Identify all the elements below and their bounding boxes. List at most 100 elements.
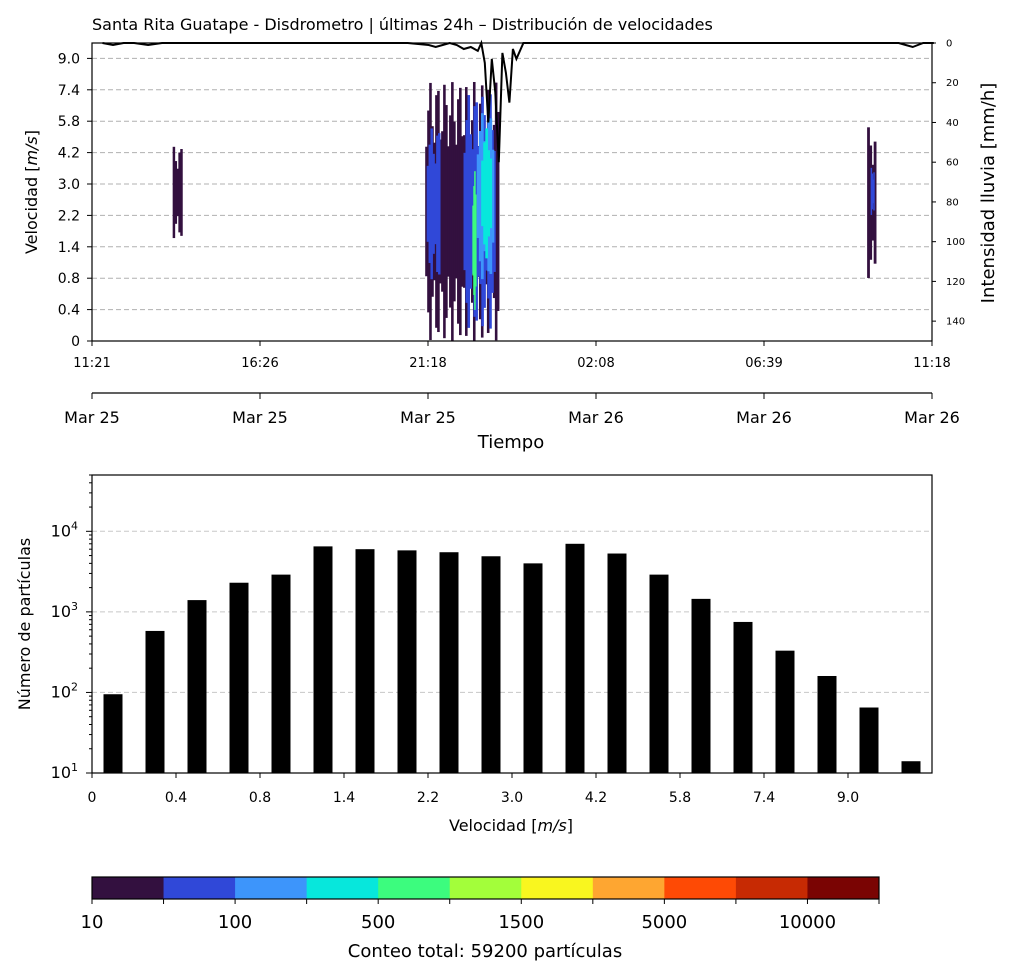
histogram-x-ticks: 0 0.4 0.8 1.4 2.2 3.0 4.2 5.8 7.4 9.0 <box>88 773 859 806</box>
date-axis-ticks: Mar 25 Mar 25 Mar 25 Mar 26 Mar 26 Mar 26 <box>64 393 960 427</box>
histogram-bar <box>187 600 207 773</box>
heatmap-y-tick-label: 3.0 <box>58 177 80 193</box>
heatmap-y-tick-label: 2.2 <box>58 208 80 224</box>
colorbar-label: Conteo total: 59200 partículas <box>348 941 622 962</box>
date-axis-tick-label: Mar 26 <box>736 408 792 427</box>
histogram-x-tick-label: 1.4 <box>333 790 355 806</box>
heatmap-cell <box>489 158 493 229</box>
histogram-y-tick-label: 101 <box>51 761 78 782</box>
colorbar-swatch <box>92 877 165 899</box>
heatmap-plot-area <box>92 43 932 341</box>
rain-axis-ticks: 0 20 40 60 80 100 120 140 <box>932 39 965 328</box>
heatmap-cell <box>436 135 439 273</box>
heatmap-cell <box>463 152 467 271</box>
histogram-plot-area <box>92 475 932 773</box>
histogram-x-tick-label: 0.4 <box>165 790 187 806</box>
histogram-y-tick-label: 102 <box>51 680 78 701</box>
heatmap-cell <box>491 149 495 243</box>
date-axis-tick-label: Mar 26 <box>904 408 960 427</box>
colorbar-swatch <box>235 877 308 899</box>
rain-axis-label: Intensidad lluvia [mm/h] <box>978 83 999 304</box>
rain-axis-tick-label: 0 <box>946 39 952 50</box>
colorbar-ticks: 10 100 500 1500 5000 10000 <box>81 899 880 933</box>
heatmap-cell <box>467 95 471 328</box>
heatmap-y-tick-label: 1.4 <box>58 240 80 256</box>
heatmap-cell <box>174 161 178 224</box>
heatmap-cell <box>172 146 176 239</box>
heatmap-cell <box>870 167 873 215</box>
heatmap-cell <box>475 102 478 321</box>
heatmap-cell <box>487 150 491 237</box>
exp-power: 3 <box>71 600 78 613</box>
rain-axis-tick-label: 60 <box>946 158 959 169</box>
heatmap-cell <box>176 168 179 217</box>
heatmap-cell <box>434 163 437 245</box>
heatmap-cell <box>496 111 500 311</box>
histogram-y-tick-label: 104 <box>51 519 78 540</box>
heatmap-cells <box>172 81 877 341</box>
heatmap-cell <box>449 115 452 308</box>
heatmap-cell <box>432 153 435 254</box>
heatmap-cell <box>465 120 469 303</box>
heatmap-cell <box>873 141 877 264</box>
rain-axis-tick-label: 80 <box>946 197 959 208</box>
exp-base: 10 <box>51 763 71 782</box>
histogram-x-tick-label: 9.0 <box>837 790 859 806</box>
colorbar-swatches <box>92 877 880 899</box>
histogram-x-tick-label: 0.8 <box>249 790 271 806</box>
heatmap-y-tick-label: 4.2 <box>58 146 80 162</box>
colorbar: 10 100 500 1500 5000 10000 Conteo total: 5920… <box>81 876 880 962</box>
heatmap-cell <box>445 105 448 318</box>
heatmap-cell <box>475 194 477 287</box>
histogram-bar <box>271 574 291 773</box>
chart-title: Santa Rita Guatape - Disdrometro | últim… <box>92 15 713 34</box>
heatmap-cell <box>474 171 476 310</box>
histogram-bar <box>313 546 333 773</box>
colorbar-swatch <box>735 877 808 899</box>
heatmap-cell <box>428 144 432 263</box>
heatmap-cell <box>425 146 428 277</box>
histogram-bar <box>817 675 837 773</box>
colorbar-swatch <box>664 877 737 899</box>
heatmap-time-tick-label: 16:26 <box>241 356 278 371</box>
heatmap-cell <box>473 186 475 295</box>
exp-base: 10 <box>51 602 71 621</box>
histogram-bar <box>481 556 501 773</box>
heatmap-y-axis-label: Velocidad [m/s] <box>22 130 41 254</box>
histogram-bar <box>523 563 543 773</box>
heatmap-cell <box>476 154 480 238</box>
colorbar-frame <box>91 876 880 900</box>
exp-base: 10 <box>51 682 71 701</box>
histogram-y-axis-label: Número de partículas <box>15 538 34 711</box>
histogram-bars <box>103 543 921 773</box>
histogram-bar <box>397 550 417 773</box>
histogram-bar <box>775 650 795 773</box>
date-axis-tick-label: Mar 25 <box>232 408 288 427</box>
date-axis-tick-label: Mar 25 <box>64 408 120 427</box>
heatmap-time-tick-label: 02:08 <box>577 356 614 371</box>
heatmap-cell <box>430 128 433 280</box>
heatmap-cell <box>178 152 181 233</box>
rain-axis-tick-label: 140 <box>946 317 965 328</box>
colorbar-tick-label: 1500 <box>498 912 544 933</box>
colorbar-tick-label: 10 <box>81 912 104 933</box>
histogram-bar <box>439 552 459 773</box>
heatmap-y-tick-label: 0.4 <box>58 303 80 319</box>
date-axis-tick-label: Mar 26 <box>568 408 624 427</box>
histogram-x-tick-label: 0 <box>88 790 97 806</box>
histogram-x-tick-label: 2.2 <box>417 790 439 806</box>
heatmap-cell <box>478 131 482 262</box>
heatmap-cell <box>426 165 430 242</box>
speed-heatmap-panel: Santa Rita Guatape - Disdrometro | últim… <box>22 15 999 453</box>
histogram-bar <box>229 582 249 773</box>
exp-base: 10 <box>51 521 71 540</box>
colorbar-swatch <box>592 877 665 899</box>
rain-axis-tick-label: 120 <box>946 277 965 288</box>
heatmap-cell <box>461 136 464 287</box>
colorbar-tick-label: 500 <box>361 912 395 933</box>
histogram-x-tick-label: 3.0 <box>501 790 523 806</box>
heatmap-cell <box>438 133 441 275</box>
heatmap-cell <box>485 128 488 259</box>
